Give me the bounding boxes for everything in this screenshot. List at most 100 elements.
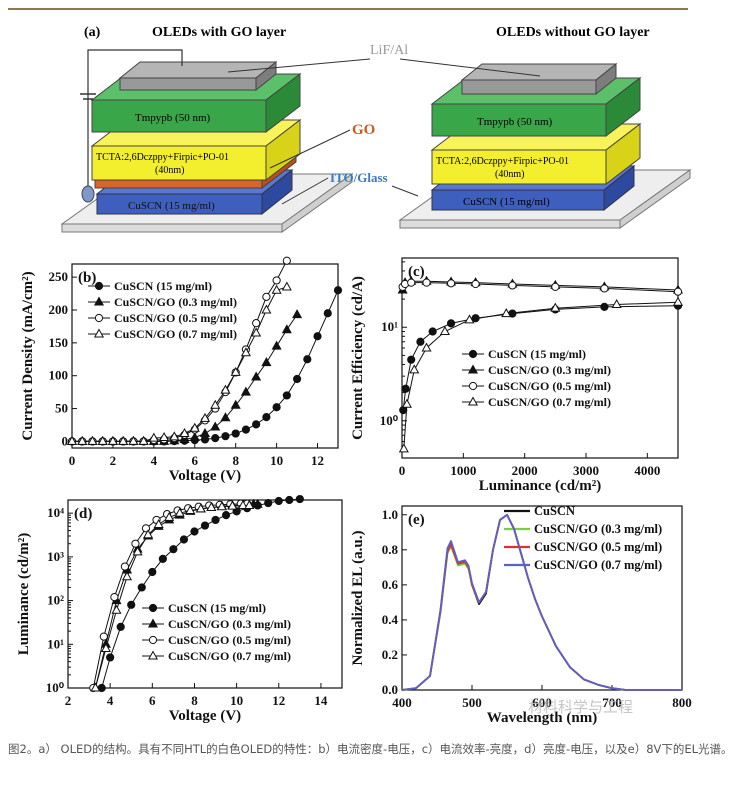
data-point-b xyxy=(303,355,312,364)
data-point-d xyxy=(252,498,263,508)
data-point-b xyxy=(87,435,98,445)
data-point-b xyxy=(211,434,220,443)
data-point-d xyxy=(244,499,255,509)
legend-marker-b-0 xyxy=(94,281,104,291)
y-tick-label: 0 xyxy=(62,433,69,448)
data-point-d xyxy=(121,571,133,581)
data-point-b xyxy=(272,403,281,412)
right-device: CuSCN (15 mg/ml) TCTA:2,6Dczppy+Firpic+P… xyxy=(398,62,692,229)
data-point-b xyxy=(261,304,272,314)
data-point-d xyxy=(153,518,164,529)
data-point-b xyxy=(313,332,322,341)
data-point-c xyxy=(550,302,561,312)
data-point-b xyxy=(148,432,159,442)
data-point-b xyxy=(252,420,261,429)
data-point-d xyxy=(90,682,101,692)
data-point-b xyxy=(240,347,251,357)
right-lif-layer xyxy=(460,63,618,81)
data-point-c xyxy=(401,398,412,408)
y-tick-label: 0.8 xyxy=(382,542,399,557)
data-point-c xyxy=(407,278,416,287)
left-tcta-label-1: TCTA:2,6Dczppy+Firpic+PO-01 xyxy=(96,152,229,163)
data-point-b xyxy=(210,399,221,409)
data-point-b xyxy=(97,435,108,445)
legend-label-d-2: CuSCN/GO (0.5 mg/ml) xyxy=(168,633,291,647)
x-tick-label: 4 xyxy=(107,693,114,708)
legend-marker-c-3 xyxy=(467,396,479,406)
right-tcta-label-1: TCTA:2,6Dczppy+Firpic+PO-01 xyxy=(436,156,569,167)
y-tick-label: 10⁰ xyxy=(46,680,65,695)
data-point-d xyxy=(190,527,199,536)
right-device-title: OLEDs without GO layer xyxy=(496,25,650,40)
series-line-c-3 xyxy=(403,301,679,449)
data-point-b xyxy=(272,276,281,285)
legend-label-c-3: CuSCN/GO (0.7 mg/ml) xyxy=(488,395,611,409)
x-tick-label: 400 xyxy=(392,695,412,710)
data-point-c xyxy=(446,279,456,288)
data-point-c xyxy=(471,279,480,289)
data-point-d xyxy=(120,562,130,571)
data-point-c xyxy=(416,337,425,346)
lif-al-label: LiF/Al xyxy=(370,43,408,58)
data-point-d xyxy=(185,504,196,515)
data-point-b xyxy=(220,384,231,394)
x-tick-label: 14 xyxy=(314,693,328,708)
data-point-b xyxy=(262,413,271,422)
series-line-c-2 xyxy=(402,282,679,293)
left-tmpypb-label: Tmpypb (50 nm) xyxy=(135,112,210,124)
legend-label-b-2: CuSCN/GO (0.5 mg/ml) xyxy=(114,311,237,325)
legend-label-b-1: CuSCN/GO (0.3 mg/ml) xyxy=(114,295,237,309)
data-point-b xyxy=(282,256,291,265)
legend-marker-d-2 xyxy=(148,635,158,645)
data-point-c xyxy=(439,326,450,336)
data-point-b xyxy=(118,435,129,445)
x-tick-label: 8 xyxy=(232,453,239,468)
ito-callout-left xyxy=(281,177,329,205)
data-point-b xyxy=(271,284,282,294)
x-axis-label-b: Voltage (V) xyxy=(169,468,241,484)
data-point-d xyxy=(132,546,143,556)
chart-e: 400 500 600 700 800 0.0 0.2 0.4 0.6 0.8 1.0 Wavelen… xyxy=(350,504,692,726)
legend-label-e-0: CuSCN xyxy=(534,504,575,518)
contact-dot xyxy=(81,185,95,203)
y-tick-label: 200 xyxy=(49,302,69,317)
x-axis-label-c: Luminance (cd/m²) xyxy=(479,478,601,494)
watermark: 材料科学与工程 xyxy=(528,698,633,716)
data-point-c xyxy=(611,298,622,309)
go-callout xyxy=(269,129,351,169)
legend-label-b-3: CuSCN/GO (0.7 mg/ml) xyxy=(114,327,237,341)
data-point-b xyxy=(107,435,118,445)
x-tick-label: 4000 xyxy=(634,463,660,478)
data-point-b xyxy=(262,292,271,301)
chart-d: 2 4 6 8 10 12 14 10⁰ 10¹ 10² 10³ 10⁴ Voltage (V) Lumi… xyxy=(16,494,343,724)
data-point-d xyxy=(158,554,167,563)
go-label: GO xyxy=(352,122,375,138)
data-point-b xyxy=(169,431,180,441)
ito-label: ITO/Glass xyxy=(330,170,388,185)
data-point-b xyxy=(230,366,241,376)
x-tick-label: 12 xyxy=(272,693,285,708)
left-device: CuSCN (15 mg/ml) TCTA:2,6Dczppy+Firpic+P… xyxy=(60,49,354,233)
chart-b: 0 2 4 6 8 10 12 0 50 100 150 200 250 Voltage (V) Curre… xyxy=(20,256,343,484)
y-tick-label: 10² xyxy=(47,593,64,608)
data-point-d xyxy=(179,535,189,544)
x-tick-label: 1000 xyxy=(450,463,476,478)
legend-marker-b-1 xyxy=(93,296,105,306)
x-tick-label: 12 xyxy=(311,453,324,468)
plot-frame-b xyxy=(71,263,339,449)
panel-label-c: (c) xyxy=(408,264,425,280)
legend-label-e-3: CuSCN/GO (0.7 mg/ml) xyxy=(534,558,662,572)
left-cuscn-label: CuSCN (15 mg/ml) xyxy=(128,200,215,212)
data-point-d xyxy=(111,604,122,614)
data-point-b xyxy=(240,386,251,396)
data-point-d xyxy=(221,511,231,520)
data-point-d xyxy=(116,622,125,631)
data-point-b xyxy=(282,391,291,400)
data-point-b xyxy=(138,435,149,445)
data-point-b xyxy=(128,435,139,445)
chart-c: 0 1000 2000 3000 4000 10⁰ 10¹ Luminance (cd/m²)… xyxy=(350,257,684,494)
panel-label-d: (d) xyxy=(74,506,92,522)
data-point-c xyxy=(600,302,609,312)
plot-frame-d xyxy=(67,499,343,689)
x-tick-label: 4 xyxy=(151,453,158,468)
